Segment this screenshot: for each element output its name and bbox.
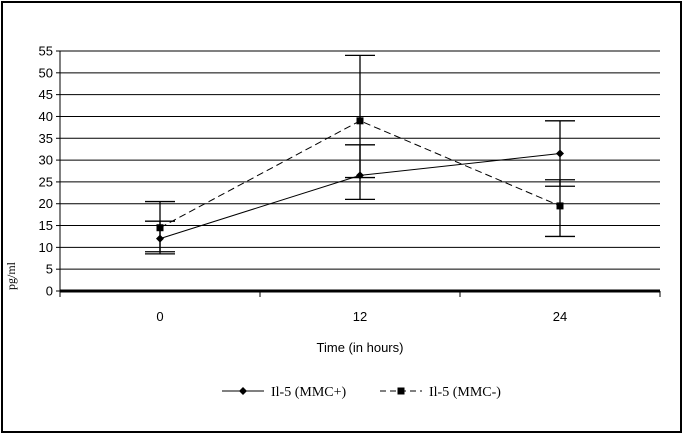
x-axis-ticks: 0 12 24 [59, 291, 661, 324]
y-tick-label: 50 [39, 65, 53, 80]
series-layer [145, 54, 575, 255]
y-tick-label: 25 [39, 174, 53, 189]
series-2 [145, 54, 575, 253]
legend-marker [239, 387, 247, 395]
axes [59, 51, 660, 293]
legend-label: Il-5 (MMC-) [429, 385, 501, 400]
y-tick-label: 5 [46, 262, 53, 277]
y-tick-label: 30 [39, 153, 53, 168]
x-axis-title: Time (in hours) [317, 340, 404, 355]
legend-marker [397, 387, 405, 395]
y-tick-label: 35 [39, 131, 53, 146]
error-bar [345, 54, 375, 179]
y-tick-label: 40 [39, 109, 53, 124]
x-tick-label: 24 [553, 309, 567, 324]
y-axis-title: pg/ml [4, 261, 18, 290]
y-tick-label: 55 [39, 44, 53, 59]
legend: Il-5 (MMC+) Il-5 (MMC-) [222, 385, 501, 400]
y-tick-label: 15 [39, 218, 53, 233]
y-axis-ticks: 0 5 10 15 20 25 30 35 40 45 50 55 [39, 44, 60, 299]
y-tick-label: 45 [39, 87, 53, 102]
data-point [356, 117, 364, 125]
y-tick-label: 20 [39, 196, 53, 211]
x-tick-label: 12 [353, 309, 367, 324]
y-tick-label: 10 [39, 240, 53, 255]
legend-label: Il-5 (MMC+) [271, 385, 347, 400]
data-point [556, 149, 564, 158]
legend-item: Il-5 (MMC-) [380, 385, 501, 400]
x-tick-label: 0 [156, 309, 163, 324]
data-point [156, 224, 164, 232]
y-tick-label: 0 [46, 284, 53, 299]
legend-item: Il-5 (MMC+) [222, 385, 347, 400]
data-point [556, 202, 564, 210]
